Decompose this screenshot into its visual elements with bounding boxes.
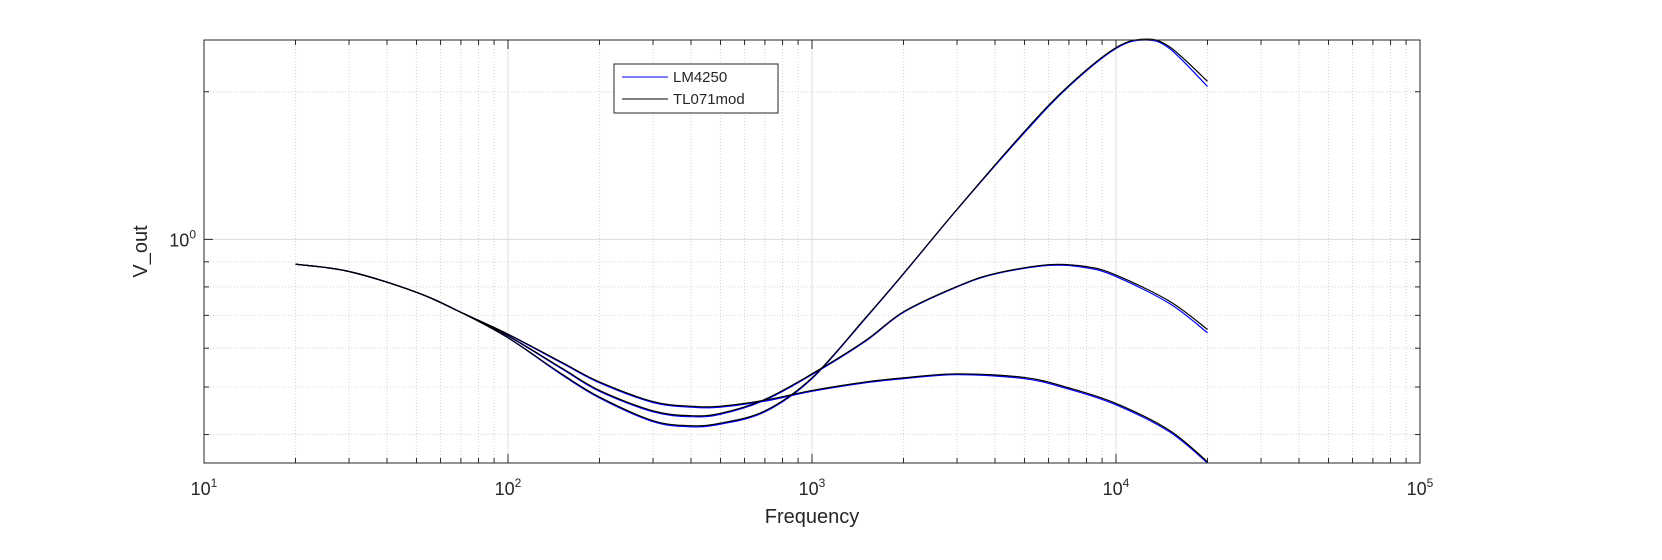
x-tick-label: 101 [191, 476, 218, 499]
x-tick-label: 105 [1407, 476, 1434, 499]
major-grid [204, 40, 1420, 463]
x-axis-label: Frequency [765, 506, 860, 528]
legend-box [613, 63, 779, 114]
x-tick-label: 103 [799, 476, 826, 499]
x-tick-label: 102 [495, 476, 522, 499]
tick-labels: 101 102 103 104 105 100 [169, 227, 1433, 499]
legend-label-lm4250: LM4250 [673, 69, 727, 86]
legend: LM4250 TL071mod [613, 63, 779, 114]
series-line-lm4250-3 [295, 263, 1208, 464]
plot-series [295, 38, 1208, 464]
y-tick-label: 100 [169, 227, 196, 250]
axis-ticks [203, 40, 1421, 463]
series-line-tl071mod-3 [295, 263, 1208, 463]
legend-label-tl071mod: TL071mod [673, 91, 745, 108]
y-axis-label: V_out [130, 225, 152, 278]
x-tick-label: 104 [1103, 476, 1130, 499]
